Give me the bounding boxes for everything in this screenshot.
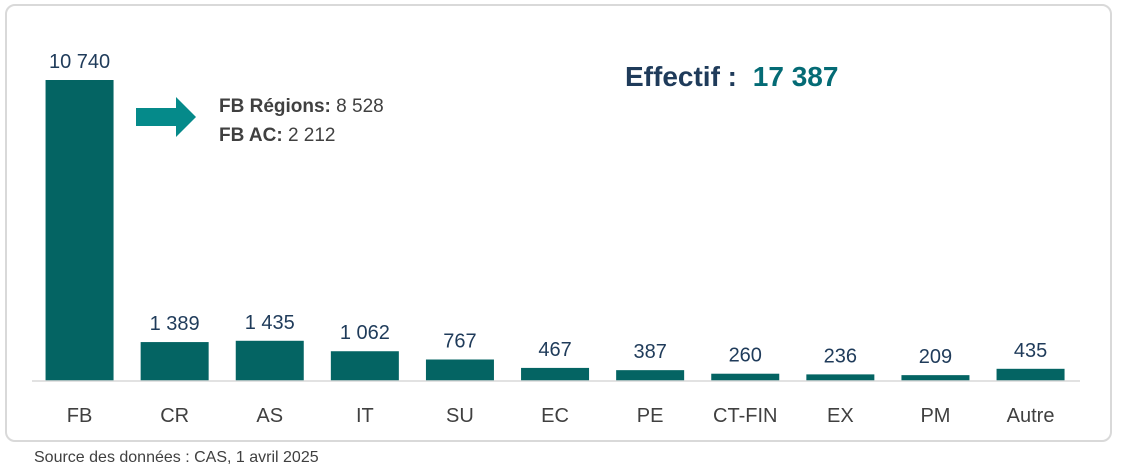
bar-pm (901, 375, 970, 381)
annotation-value-2: 2 212 (283, 125, 336, 146)
bar-ex (806, 374, 875, 381)
bar-autre (996, 368, 1065, 381)
value-label-cr: 1 389 (150, 313, 200, 335)
value-label-pe: 387 (633, 341, 666, 363)
bar-chart: Effectif : 17 387 FB Régions: 8 528 FB A… (32, 51, 1080, 427)
value-label-ct-fin: 260 (729, 345, 762, 367)
value-label-autre: 435 (1014, 340, 1047, 362)
category-label-pe: PE (637, 405, 664, 427)
annotation-label-2: FB AC: (219, 125, 283, 146)
bar-it (330, 351, 399, 381)
annotation-line-2: FB AC: 2 212 (219, 125, 336, 146)
category-label-autre: Autre (1007, 405, 1055, 427)
bar-su (425, 359, 494, 381)
category-label-su: SU (446, 405, 474, 427)
annotation-value-1: 8 528 (331, 96, 384, 117)
category-label-it: IT (356, 405, 374, 427)
bar-as (235, 340, 304, 381)
annotation-label-1: FB Régions: (219, 96, 331, 117)
value-label-fb: 10 740 (49, 51, 110, 73)
bar-cr (140, 342, 209, 381)
value-label-it: 1 062 (340, 322, 390, 344)
category-label-ex: EX (827, 405, 854, 427)
category-label-cr: CR (160, 405, 189, 427)
title-value: 17 387 (753, 61, 839, 92)
value-label-su: 767 (443, 331, 476, 353)
annotation: FB Régions: 8 528 FB AC: 2 212 (136, 96, 384, 146)
value-label-pm: 209 (919, 346, 952, 368)
title-label: Effectif : (625, 61, 737, 92)
arrow-right-icon (136, 97, 196, 137)
chart-title: Effectif : 17 387 (625, 61, 838, 92)
bar-fb (45, 80, 114, 381)
bar-pe (616, 370, 685, 381)
category-label-ec: EC (541, 405, 569, 427)
category-label-fb: FB (67, 405, 93, 427)
annotation-line-1: FB Régions: 8 528 (219, 96, 384, 117)
category-label-as: AS (256, 405, 283, 427)
bar-ct-fin (711, 373, 780, 381)
bar-ec (521, 367, 590, 381)
category-label-ct-fin: CT-FIN (713, 405, 777, 427)
value-label-ex: 236 (824, 345, 857, 367)
value-label-ec: 467 (538, 339, 571, 361)
source-note: Source des données : CAS, 1 avril 2025 (34, 449, 319, 466)
value-label-as: 1 435 (245, 312, 295, 334)
category-label-pm: PM (920, 405, 950, 427)
